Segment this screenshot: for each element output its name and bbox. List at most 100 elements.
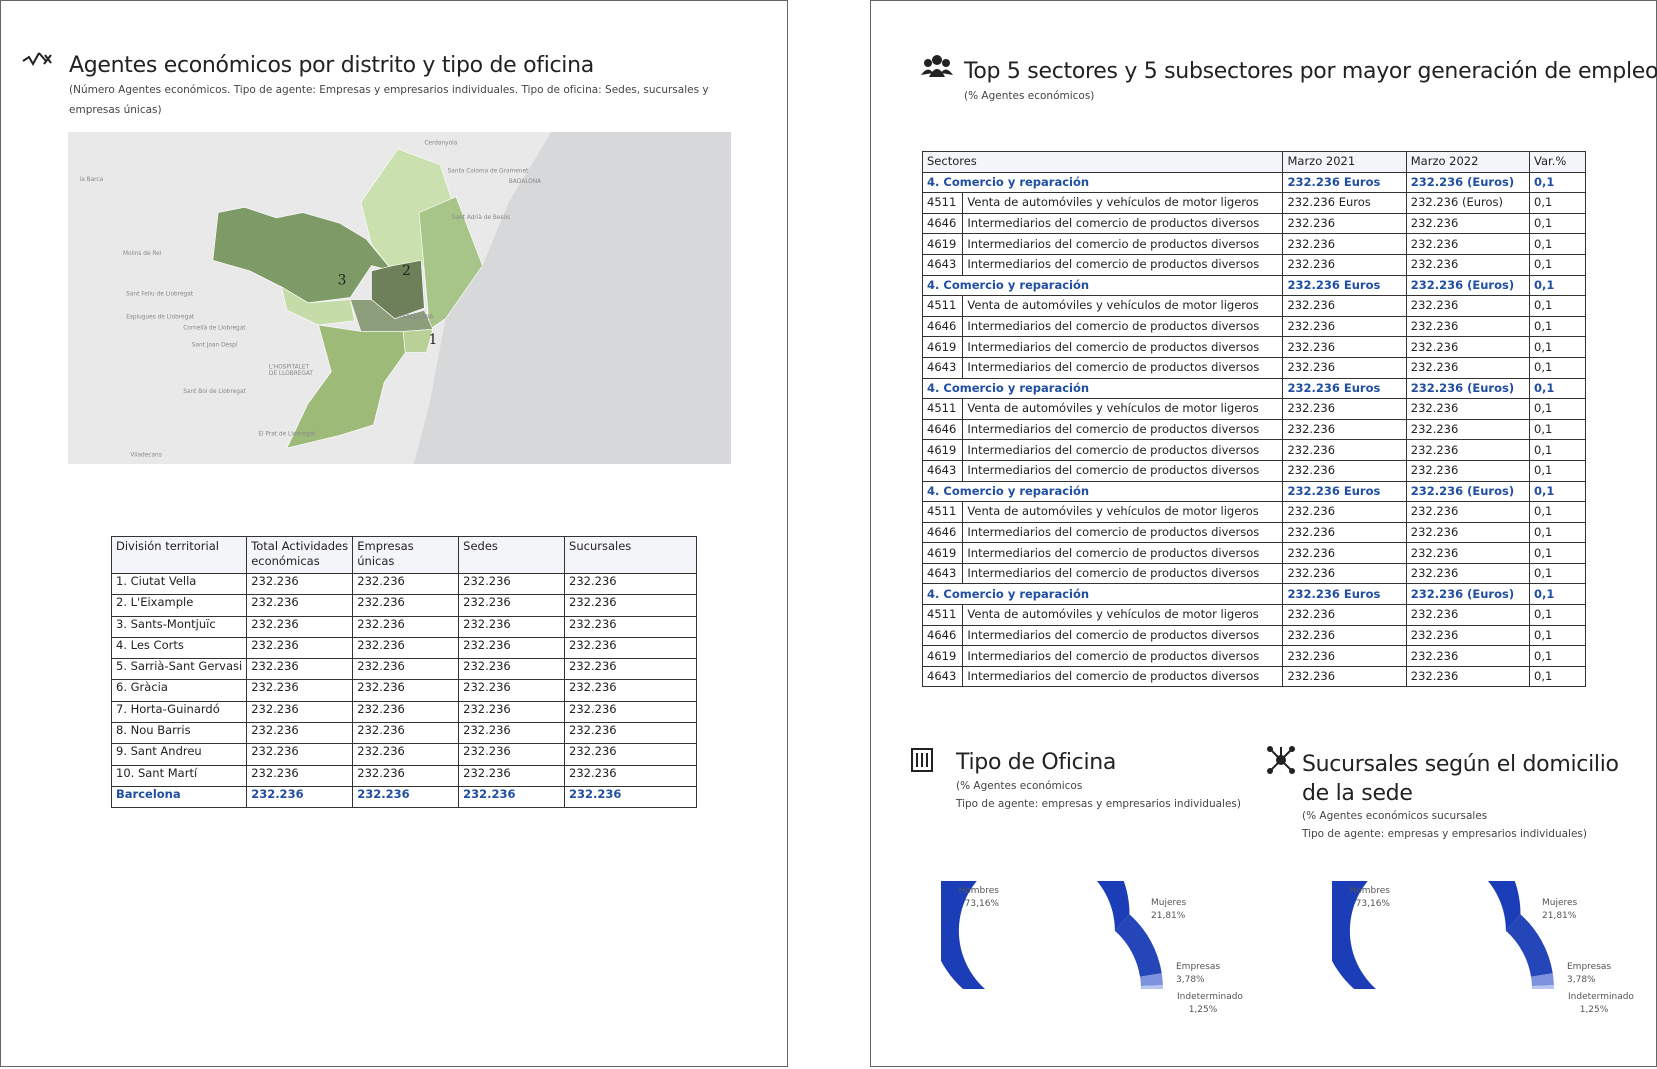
header-cell: Marzo 2021: [1282, 151, 1407, 173]
group-cell: 232.236 Euros: [1282, 480, 1407, 503]
table: División territorial Total Actividades ec…: [110, 536, 697, 809]
table-cell: 6. Gràcia: [110, 679, 248, 702]
table-cell: 4619: [921, 439, 964, 461]
gauge-segment: [1332, 881, 1521, 989]
chart-title: Tipo de Oficina: [956, 750, 1117, 775]
table-row: 5. Sarrià-Sant Gervasi 232.236 232.236 232.…: [110, 658, 697, 681]
subsector-row: 4646 Intermediarios del comercio de produ…: [921, 418, 1586, 441]
icon-network: [1267, 746, 1295, 774]
table-cell: 9. Sant Andreu: [110, 743, 248, 766]
table-cell: 232.236: [1405, 398, 1531, 420]
group-cell: 232.236 (Euros): [1405, 583, 1531, 606]
table-cell: 4511: [921, 398, 964, 420]
map-place-label: Sant Adrià de Besòs: [452, 214, 510, 221]
table-cell: 0,1: [1529, 398, 1586, 420]
table-cell: 232.236: [1405, 315, 1531, 338]
table-cell: 232.236: [564, 615, 697, 638]
table-cell: Venta de automóviles y vehículos de moto…: [962, 398, 1284, 420]
table-cell: 4643: [921, 459, 964, 482]
header-row: Sectores Marzo 2021 Marzo 2022 Var.%: [921, 151, 1586, 173]
table-cell: 4. Les Corts: [110, 636, 248, 660]
table-cell: Venta de automóviles y vehículos de moto…: [962, 501, 1284, 523]
table-cell: 232.236: [246, 722, 354, 745]
table-cell: 232.236: [1405, 542, 1531, 564]
map-place-label: DE LLOBREGAT: [269, 371, 313, 377]
group-cell: 232.236 (Euros): [1405, 171, 1531, 194]
header-cell: Total Actividades económicas: [246, 536, 354, 574]
sector-table: Sectores Marzo 2021 Marzo 2022 Var.% 4. Come…: [921, 151, 1586, 688]
table-cell: 232.236: [352, 594, 460, 617]
table-cell: Intermediarios del comercio de productos…: [962, 521, 1284, 544]
group-cell: 4. Comercio y reparación: [921, 274, 1284, 297]
total-cell: 232.236: [564, 785, 697, 809]
map-place-label: BARCELONA: [398, 315, 433, 321]
table-cell: 4643: [921, 665, 964, 688]
subtitle: (Número Agentes económicos. Tipo de agen…: [69, 80, 709, 120]
group-cell: 0,1: [1529, 480, 1586, 503]
table-cell: 232.236: [1282, 233, 1407, 255]
table-row: 9. Sant Andreu 232.236 232.236 232.236 232.2…: [110, 743, 697, 766]
table-cell: Intermediarios del comercio de productos…: [962, 315, 1284, 338]
group-row: 4. Comercio y reparación 232.236 Euros 232…: [921, 480, 1586, 503]
table-row: 1. Ciutat Vella 232.236 232.236 232.236 232.…: [110, 572, 697, 596]
table-cell: 232.236: [1282, 459, 1407, 482]
table-cell: 4511: [921, 501, 964, 523]
table-cell: 0,1: [1529, 253, 1586, 276]
table-cell: 232.236: [458, 700, 566, 724]
group-cell: 0,1: [1529, 583, 1586, 606]
group-cell: 232.236 (Euros): [1405, 274, 1531, 297]
table-cell: 232.236: [1282, 418, 1407, 441]
table-cell: 232.236: [352, 615, 460, 638]
segment-value: 73,16%: [965, 899, 1000, 909]
table-cell: 232.236: [352, 636, 460, 660]
table-cell: 4646: [921, 418, 964, 441]
table-cell: 0,1: [1529, 459, 1586, 482]
district-table: División territorial Total Actividades ec…: [110, 536, 697, 809]
table-cell: 1. Ciutat Vella: [110, 572, 248, 596]
subsector-row: 4646 Intermediarios del comercio de produ…: [921, 315, 1586, 338]
segment-value: 3,78%: [1176, 975, 1205, 985]
map-place-label: Santa Coloma de Gramenet: [448, 168, 529, 174]
table-cell: 232.236: [352, 679, 460, 702]
segment-value: 73,16%: [1356, 899, 1391, 909]
segment-value: 3,78%: [1567, 975, 1596, 985]
table-cell: 232.236: [1405, 562, 1531, 585]
segment-name: Indeterminado: [1177, 992, 1243, 1002]
map-place-label: BADALONA: [509, 179, 541, 185]
table-cell: 232.236: [564, 636, 697, 660]
subsector-row: 4619 Intermediarios del comercio de produ…: [921, 439, 1586, 461]
subtitle-line: (Número Agentes económicos. Tipo de agen…: [69, 84, 709, 96]
title: Top 5 sectores y 5 subsectores por mayor…: [964, 59, 1657, 84]
table-cell: Intermediarios del comercio de productos…: [962, 253, 1284, 276]
table-cell: 232.236: [352, 722, 460, 745]
table-cell: Intermediarios del comercio de productos…: [962, 439, 1284, 461]
header-cell: Marzo 2022: [1405, 151, 1531, 173]
table-cell: 0,1: [1529, 562, 1586, 585]
total-cell: 232.236: [458, 785, 566, 809]
subtitle: (% Agentes económicos): [964, 90, 1095, 102]
title: Agentes económicos por distrito y tipo d…: [69, 53, 594, 78]
table-cell: 232.236: [458, 679, 566, 702]
gauge-chart: Hombres 73,16% Mujeres 21,81% Empresas 3,78% I…: [1332, 881, 1634, 1015]
subsector-row: 4511 Venta de automóviles y vehículos de …: [921, 398, 1586, 420]
table-cell: 232.236: [1405, 295, 1531, 317]
table-cell: 232.236: [246, 658, 354, 681]
table-cell: 4619: [921, 336, 964, 358]
table-cell: Intermediarios del comercio de productos…: [962, 459, 1284, 482]
table-row: 7. Horta-Guinardó 232.236 232.236 232.236 23…: [110, 700, 697, 724]
subsector-row: 4643 Intermediarios del comercio de produ…: [921, 253, 1586, 276]
table-cell: 232.236: [1405, 624, 1531, 647]
subsector-row: 4646 Intermediarios del comercio de produ…: [921, 521, 1586, 544]
table-cell: 232.236: [1282, 645, 1407, 667]
group-cell: 232.236 Euros: [1282, 171, 1407, 194]
subtitle-line: Tipo de agente: empresas y empresarios i…: [956, 798, 1241, 810]
table-cell: 232.236: [246, 743, 354, 766]
subsector-row: 4511 Venta de automóviles y vehículos de …: [921, 604, 1586, 626]
group-cell: 4. Comercio y reparación: [921, 583, 1284, 606]
subsector-row: 4511 Venta de automóviles y vehículos de …: [921, 501, 1586, 523]
group-cell: 0,1: [1529, 274, 1586, 297]
table-cell: 0,1: [1529, 212, 1586, 235]
table-cell: 0,1: [1529, 624, 1586, 647]
header-cell: Empresas únicas: [352, 536, 460, 574]
